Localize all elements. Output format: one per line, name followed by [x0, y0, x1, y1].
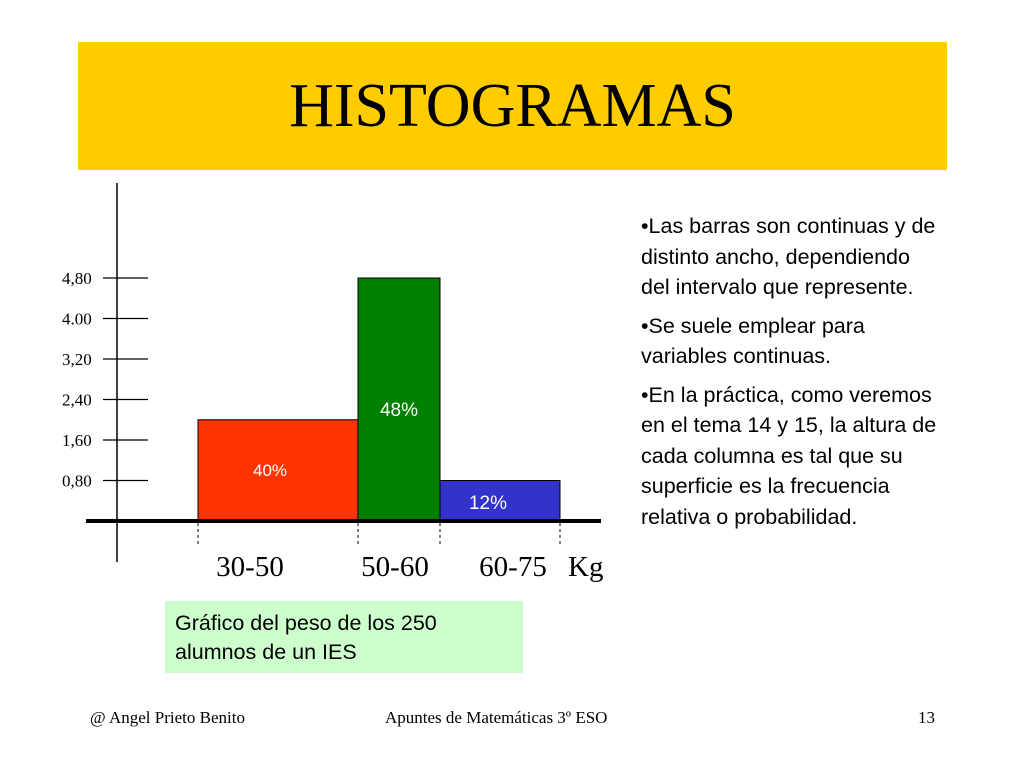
title-banner: HISTOGRAMAS — [78, 42, 947, 170]
bar-value-label: 48% — [380, 400, 418, 421]
slide-title: HISTOGRAMAS — [289, 71, 736, 140]
footer-page-number: 13 — [918, 708, 935, 727]
chart-caption: Gráfico del peso de los 250 alumnos de u… — [165, 601, 523, 673]
y-tick-label: 3,20 — [62, 350, 92, 369]
bullet-item: •En la práctica, como veremos en el tema… — [641, 382, 937, 529]
histogram-bar — [197, 419, 359, 522]
y-tick-label: 4,80 — [62, 269, 92, 288]
x-unit-label: Kg — [568, 551, 603, 583]
bar-value-label: 40% — [253, 461, 287, 480]
x-category-label: 60-75 — [479, 551, 547, 583]
histogram-bar — [357, 277, 441, 522]
footer-course: Apuntes de Matemáticas 3º ESO — [385, 708, 608, 727]
histogram-bar — [439, 480, 561, 522]
bar-value-label: 12% — [469, 493, 507, 514]
x-category-label: 50-60 — [361, 551, 429, 583]
y-tick-label: 2,40 — [62, 391, 92, 410]
bullet-item: •Las barras son continuas y de distinto … — [641, 214, 936, 299]
x-category-label: 30-50 — [216, 551, 284, 583]
bullet-item: •Se suele emplear para variables continu… — [641, 313, 865, 369]
bullet-list: •Las barras son continuas y de distinto … — [641, 211, 941, 540]
y-tick-label: 1,60 — [62, 431, 92, 450]
y-tick-label: 4.00 — [62, 310, 92, 329]
footer-author: @ Angel Prieto Benito — [90, 708, 245, 727]
y-tick-label: 0,80 — [62, 472, 92, 491]
